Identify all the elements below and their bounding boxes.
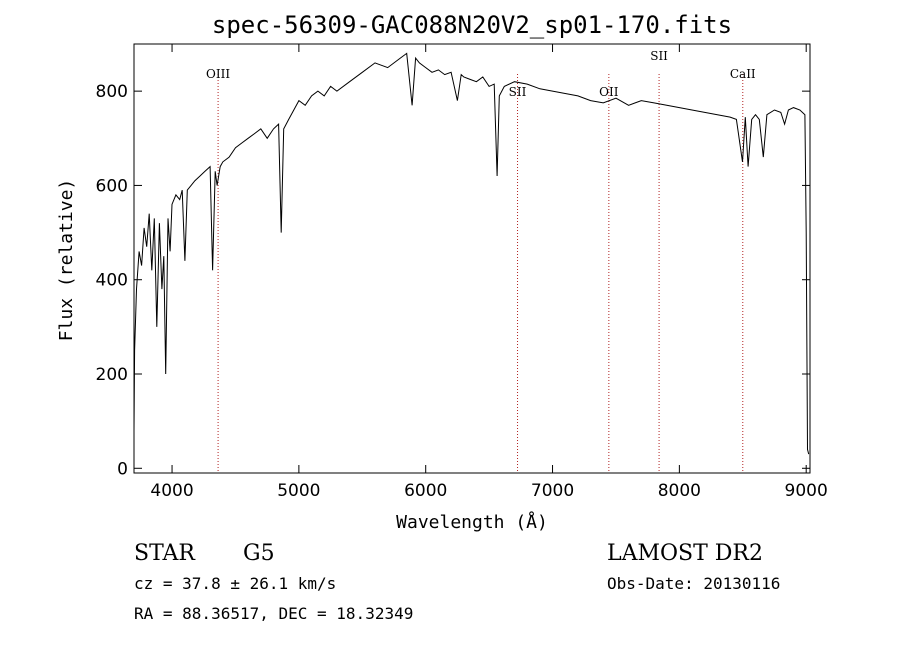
- x-tick-label: 8000: [658, 481, 701, 501]
- redshift-info: cz = 37.8 ± 26.1 km/s: [134, 574, 336, 593]
- x-tick-label: 9000: [785, 481, 828, 501]
- obs-date: Obs-Date: 20130116: [607, 574, 780, 593]
- y-tick-label: 200: [96, 365, 128, 385]
- survey-name: LAMOST DR2: [607, 541, 763, 566]
- x-tick-label: 7000: [531, 481, 574, 501]
- marker-label: OIII: [206, 67, 230, 81]
- marker-label: SII: [509, 85, 527, 99]
- x-tick-label: 5000: [277, 481, 320, 501]
- y-axis-label: Flux (relative): [56, 179, 77, 342]
- plot-area: 4000 5000 6000 7000 8000 9000 0 200 400 600 800 OI…: [96, 43, 828, 501]
- x-tick-label: 4000: [150, 481, 193, 501]
- axis-ticks: 4000 5000 6000 7000 8000 9000 0 200 400 600 800: [96, 44, 828, 501]
- spectrum-line: [133, 52, 810, 455]
- x-axis-label: Wavelength (Å): [396, 511, 548, 533]
- y-tick-label: 800: [96, 82, 128, 102]
- emission-line-markers: OIII SII OII SII CaII: [206, 49, 756, 473]
- marker-label: OII: [599, 85, 619, 99]
- marker-label: CaII: [730, 67, 756, 81]
- y-tick-label: 600: [96, 176, 128, 196]
- coordinates: RA = 88.36517, DEC = 18.32349: [134, 604, 413, 623]
- y-tick-label: 0: [117, 459, 128, 479]
- chart-title: spec-56309-GAC088N20V2_sp01-170.fits: [212, 11, 732, 39]
- marker-label: SII: [650, 49, 668, 63]
- x-tick-label: 6000: [404, 481, 447, 501]
- plot-frame: [133, 43, 811, 474]
- object-class: STAR: [134, 541, 196, 566]
- y-tick-label: 400: [96, 271, 128, 291]
- object-subclass: G5: [243, 541, 275, 566]
